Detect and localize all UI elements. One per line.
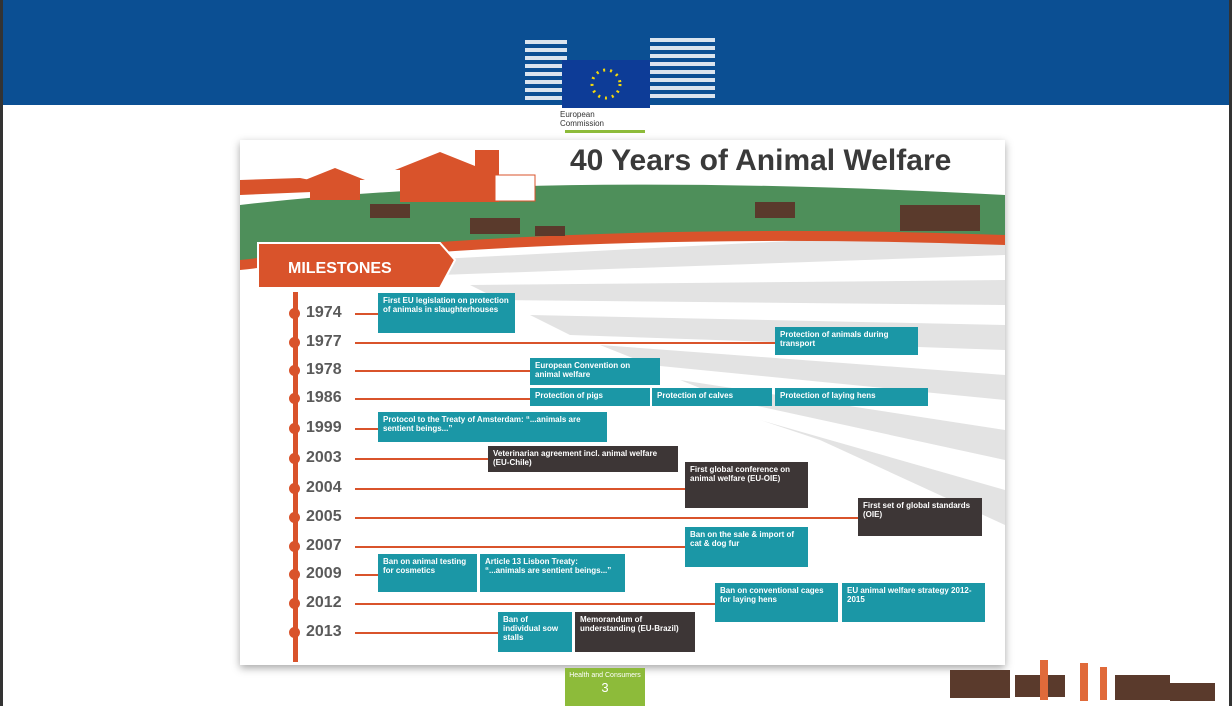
year-label: 1978 <box>306 361 342 379</box>
year-label: 1986 <box>306 389 342 407</box>
connector <box>355 458 488 460</box>
timeline-dot <box>289 453 300 464</box>
timeline-dot <box>289 393 300 404</box>
event-box: Memorandum of understanding (EU-Brazil) <box>575 612 695 652</box>
timeline-dot <box>289 483 300 494</box>
event-box: Ban of individual sow stalls <box>498 612 572 652</box>
connector <box>355 603 715 605</box>
event-box: Protection of laying hens <box>775 388 928 406</box>
silhouettes <box>945 655 1225 706</box>
event-box: EU animal welfare strategy 2012-2015 <box>842 583 985 622</box>
year-label: 1999 <box>306 419 342 437</box>
event-box: First EU legislation on protection of an… <box>378 293 515 333</box>
page-number: 3 <box>565 680 645 695</box>
event-box: Veterinarian agreement incl. animal welf… <box>488 446 678 472</box>
title: 40 Years of Animal Welfare <box>570 146 990 175</box>
connector <box>355 370 530 372</box>
event-box: Ban on the sale & import of cat & dog fu… <box>685 527 808 567</box>
event-box: Ban on animal testing for cosmetics <box>378 554 477 592</box>
year-label: 2004 <box>306 479 342 497</box>
event-box: Protection of pigs <box>530 388 650 406</box>
timeline-dot <box>289 423 300 434</box>
timeline-dot <box>289 365 300 376</box>
event-box: Protocol to the Treaty of Amsterdam: “..… <box>378 412 607 442</box>
year-label: 2012 <box>306 594 342 612</box>
event-box: Article 13 Lisbon Treaty: “...animals ar… <box>480 554 625 592</box>
timeline-dot <box>289 541 300 552</box>
connector <box>355 517 858 519</box>
logo-text: European Commission <box>560 110 640 128</box>
year-label: 2013 <box>306 623 342 641</box>
footer-tab: Health and Consumers 3 <box>565 668 645 706</box>
event-box: First set of global standards (OIE) <box>858 498 982 536</box>
event-box: First global conference on animal welfar… <box>685 462 808 508</box>
timeline-dot <box>289 569 300 580</box>
connector <box>355 632 498 634</box>
connector <box>355 546 685 548</box>
event-box: Protection of calves <box>652 388 772 406</box>
timeline-dot <box>289 308 300 319</box>
connector <box>355 342 775 344</box>
year-label: 2003 <box>306 449 342 467</box>
event-box: Protection of animals during transport <box>775 327 918 355</box>
connector <box>355 313 378 315</box>
section-label: MILESTONES <box>288 260 392 278</box>
timeline-dot <box>289 337 300 348</box>
year-label: 1974 <box>306 304 342 322</box>
connector <box>355 574 378 576</box>
year-label: 2007 <box>306 537 342 555</box>
event-box: Ban on conventional cages for laying hen… <box>715 583 838 622</box>
timeline-dot <box>289 627 300 638</box>
timeline-dot <box>289 512 300 523</box>
connector <box>355 488 685 490</box>
footer-department: Health and Consumers <box>565 672 645 680</box>
timeline-dot <box>289 598 300 609</box>
year-label: 1977 <box>306 333 342 351</box>
connector <box>355 428 378 430</box>
year-label: 2005 <box>306 508 342 526</box>
connector <box>355 398 530 400</box>
event-box: European Convention on animal welfare <box>530 358 660 385</box>
border <box>0 0 3 706</box>
slide: European Commission 40 Years of Animal W… <box>0 0 1232 706</box>
year-label: 2009 <box>306 565 342 583</box>
